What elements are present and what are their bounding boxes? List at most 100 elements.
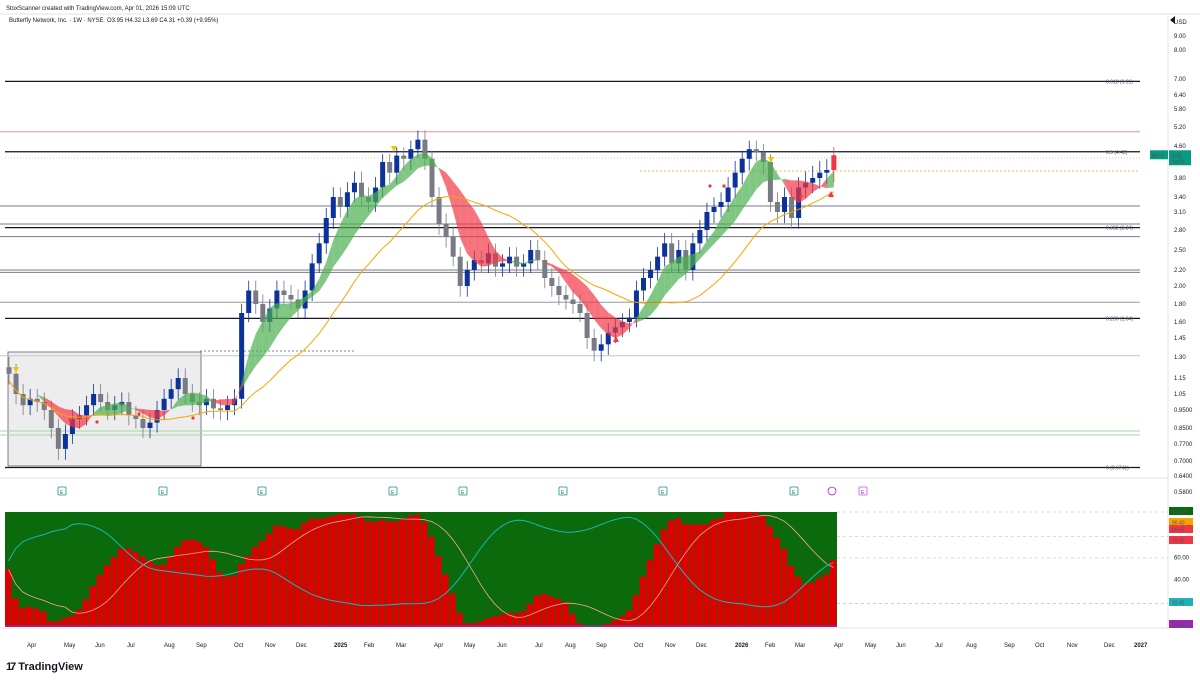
oscillator-bar bbox=[82, 599, 90, 627]
time-axis-label: May bbox=[865, 643, 876, 649]
earnings-event-icon bbox=[558, 486, 568, 496]
oscillator-bar bbox=[216, 572, 223, 627]
oscillator-bar bbox=[681, 524, 689, 627]
trend-cloud-segment bbox=[714, 218, 722, 244]
oscillator-bar bbox=[251, 546, 259, 627]
oscillator-bar bbox=[738, 512, 745, 627]
oscillator-bar bbox=[223, 576, 231, 627]
trend-cloud-segment bbox=[530, 259, 538, 262]
candle-body bbox=[98, 394, 104, 402]
trend-cloud-segment bbox=[685, 254, 693, 274]
trend-cloud-segment bbox=[368, 192, 376, 216]
trend-cloud-segment bbox=[467, 200, 475, 262]
candle-body bbox=[633, 290, 639, 318]
trend-cloud-segment bbox=[699, 240, 707, 259]
ticker-badge-label: BFLY bbox=[1152, 153, 1165, 159]
price-tick-label: 1.15 bbox=[1174, 376, 1186, 382]
oscillator-bar bbox=[801, 583, 809, 627]
oscillator-bar bbox=[19, 607, 26, 627]
oscillator-bar bbox=[808, 582, 816, 627]
fib-level-label: 0.618 (6.91) bbox=[1106, 79, 1133, 85]
trend-cloud-segment bbox=[220, 398, 228, 406]
oscillator-bar bbox=[688, 524, 696, 627]
candle-body bbox=[824, 170, 830, 173]
oscillator-bar bbox=[674, 518, 682, 627]
trend-cloud-segment bbox=[488, 237, 496, 266]
candle-body bbox=[253, 290, 259, 304]
trend-cloud-segment bbox=[192, 392, 200, 406]
buy-marker-icon bbox=[828, 191, 834, 197]
price-tick-label: 3.80 bbox=[1174, 176, 1186, 182]
candle-body bbox=[760, 152, 766, 162]
candle-body bbox=[408, 149, 414, 159]
oscillator-bar bbox=[710, 519, 717, 627]
oscillator-bar bbox=[357, 517, 364, 627]
trend-cloud-segment bbox=[65, 409, 73, 428]
price-tick-label: 3.10 bbox=[1174, 210, 1186, 216]
oscillator-bar bbox=[124, 548, 132, 627]
oscillator-bar bbox=[33, 608, 40, 627]
credit-line: StoxScanner created with TradingView.com… bbox=[6, 6, 190, 12]
price-tick-label: 9.00 bbox=[1174, 34, 1186, 40]
oscillator-bar bbox=[265, 533, 273, 627]
trend-cloud-segment bbox=[234, 382, 242, 405]
trend-cloud-segment bbox=[763, 158, 771, 183]
price-tick-label: 5.80 bbox=[1174, 107, 1186, 113]
earnings-event-label: E bbox=[60, 490, 64, 496]
oscillator-value-label: 89.65 bbox=[1172, 528, 1185, 534]
earnings-event-icon bbox=[858, 486, 868, 496]
oscillator-bar bbox=[822, 574, 830, 627]
oscillator-bar bbox=[569, 613, 576, 627]
tradingview-logo[interactable]: 17 TradingView bbox=[6, 661, 83, 673]
candle-body bbox=[500, 263, 505, 267]
oscillator-bar bbox=[540, 593, 548, 627]
candle-body bbox=[457, 256, 463, 286]
oscillator-bar bbox=[442, 574, 449, 627]
oscillator-bar bbox=[815, 578, 823, 627]
candle-body bbox=[641, 278, 646, 291]
axis-expand-icon bbox=[1170, 16, 1175, 24]
oscillator-bar bbox=[463, 623, 470, 627]
oscillator-bar bbox=[604, 623, 611, 627]
oscillator-bar bbox=[533, 595, 541, 627]
trend-cloud-segment bbox=[629, 317, 637, 329]
price-tick-label: 2.00 bbox=[1174, 284, 1186, 290]
trend-cloud-segment bbox=[516, 261, 524, 265]
oscillator-bar bbox=[138, 556, 146, 627]
oscillator-value-badge bbox=[1169, 518, 1193, 526]
candle-body bbox=[563, 295, 569, 300]
oscillator-bar bbox=[519, 611, 527, 627]
oscillator-value-label: 78.80 bbox=[1172, 539, 1185, 545]
candle-body bbox=[41, 402, 47, 410]
candle-body bbox=[422, 139, 428, 159]
trend-cloud-segment bbox=[749, 161, 757, 200]
candle-body bbox=[91, 394, 97, 406]
time-axis-label: Nov bbox=[665, 643, 676, 649]
candle-body bbox=[782, 197, 787, 212]
ohlc-values: O3.95 H4.32 L3.69 C4.31 +0.39 (+9.95%) bbox=[107, 18, 218, 24]
oscillator-bar bbox=[54, 621, 61, 627]
price-tick-label: 7.00 bbox=[1174, 77, 1186, 83]
oscillator-bar bbox=[167, 556, 174, 627]
trend-cloud-segment bbox=[79, 414, 87, 429]
candle-body bbox=[55, 428, 61, 449]
trend-cloud-segment bbox=[114, 402, 122, 416]
trend-cloud-segment bbox=[340, 210, 348, 258]
oscillator-value-label: 20.45 bbox=[1172, 601, 1185, 607]
oscillator-bar bbox=[477, 621, 484, 627]
oscillator-bar bbox=[745, 512, 752, 627]
trend-cloud-segment bbox=[248, 333, 256, 377]
trend-cloud-segment bbox=[241, 354, 249, 390]
candle-body bbox=[246, 290, 252, 313]
currency-label: USD bbox=[1174, 20, 1187, 26]
oscillator-bar bbox=[202, 547, 209, 627]
sell-marker-icon bbox=[13, 367, 19, 373]
time-axis-label: Sep bbox=[1004, 643, 1015, 649]
oscillator-bar bbox=[512, 613, 520, 627]
oscillator-bar bbox=[547, 596, 555, 627]
trend-cloud-segment bbox=[354, 195, 362, 235]
oscillator-bar bbox=[350, 514, 357, 627]
candle-body bbox=[274, 290, 280, 309]
time-axis-label: Aug bbox=[565, 643, 576, 649]
